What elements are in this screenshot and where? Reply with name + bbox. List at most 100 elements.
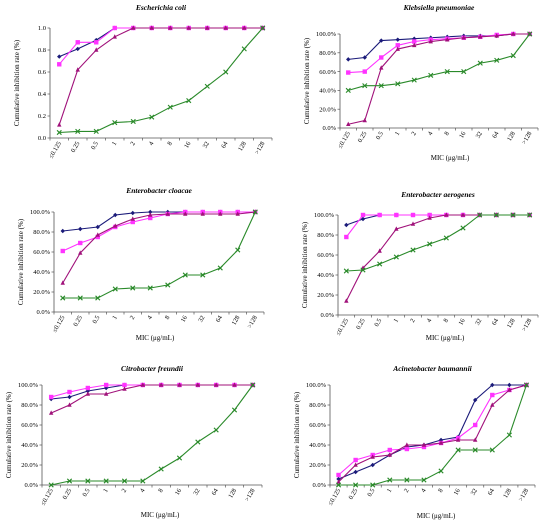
series-line [51, 384, 253, 400]
data-point [346, 121, 351, 127]
series-line [338, 384, 527, 486]
data-point [60, 228, 65, 234]
data-point [67, 389, 72, 395]
x-tick-label: 2 [129, 315, 137, 321]
data-point [345, 87, 351, 93]
data-point [242, 25, 247, 30]
data-point [94, 40, 99, 45]
data-point [428, 38, 433, 44]
series-line [59, 27, 264, 134]
data-point [510, 212, 516, 218]
data-point [387, 452, 392, 457]
data-point [177, 382, 182, 387]
data-point [421, 477, 427, 483]
data-point [200, 211, 205, 216]
y-tick-label: 80.0% [21, 402, 38, 409]
x-tick-label: 0.5 [366, 488, 376, 499]
series-1 [60, 209, 258, 234]
x-tick-label: 16 [183, 140, 193, 150]
series-line [348, 33, 530, 74]
data-point [78, 240, 83, 246]
y-tick-label: 80.0% [33, 229, 50, 236]
data-point [346, 57, 351, 62]
series-line [338, 384, 527, 476]
data-point [507, 387, 512, 392]
data-point [527, 31, 533, 37]
data-point [57, 122, 62, 127]
series-line [50, 384, 253, 414]
x-tick-label: 32 [202, 141, 211, 150]
x-tick-label: 1 [102, 488, 110, 494]
x-tick-label: 16 [180, 314, 190, 324]
data-point [493, 212, 499, 218]
data-point [103, 391, 109, 396]
y-axis-label: Cumulative inhibition rate (%) [301, 221, 309, 308]
data-point [444, 69, 450, 75]
data-point [353, 469, 358, 475]
chart-panel-5: Citrobacter freundii 0.0% 20.0% 40.0% 60.0% 8… [5, 364, 263, 519]
x-tick-label: 0.25 [355, 318, 367, 331]
data-point [378, 83, 384, 89]
series-2 [346, 31, 532, 75]
x-axis-label: MIC (μg/mL) [417, 512, 456, 520]
data-point [438, 440, 444, 445]
data-point [78, 226, 83, 232]
y-tick-label: 40.0% [21, 442, 38, 449]
data-point [387, 447, 392, 453]
series-2 [336, 382, 529, 478]
series-3 [48, 382, 256, 415]
x-tick-label: 64 [220, 140, 230, 150]
data-point [477, 212, 483, 218]
x-axis-label: MIC (μg/mL) [426, 334, 465, 342]
y-tick-label: 0.0% [320, 312, 334, 319]
x-tick-label: 16 [174, 487, 184, 497]
y-tick-label: 60.0% [317, 252, 334, 259]
data-point [394, 226, 399, 231]
x-tick-label: 4 [427, 130, 435, 137]
x-tick-label: >128 [517, 488, 530, 503]
data-point [404, 442, 410, 447]
x-tick-label: 8 [157, 488, 165, 494]
x-tick-label: 8 [164, 315, 172, 321]
data-point [75, 128, 81, 134]
data-point [379, 65, 384, 70]
data-point [182, 272, 188, 278]
data-point [507, 382, 512, 388]
x-tick-label: ≤0.125 [337, 131, 352, 150]
data-point [455, 437, 461, 442]
y-tick-label: 80.0% [309, 402, 326, 409]
y-tick-label: 0.4 [38, 91, 47, 98]
x-tick-label: 32 [192, 488, 201, 497]
y-tick-label: 100.0% [314, 212, 335, 219]
data-point [113, 223, 118, 228]
data-point [362, 69, 367, 74]
series-4 [345, 31, 533, 93]
series-line [346, 214, 530, 272]
data-point [260, 25, 266, 31]
data-point [395, 43, 400, 48]
data-point [149, 114, 155, 120]
data-point [344, 234, 349, 240]
data-point [410, 221, 416, 226]
data-point [131, 25, 136, 30]
data-point [85, 478, 91, 484]
data-point [176, 455, 183, 461]
series-line [348, 33, 531, 91]
x-tick-label: >128 [254, 141, 267, 156]
x-tick-label: 128 [237, 141, 248, 153]
data-point [427, 215, 432, 220]
data-point [336, 472, 341, 478]
data-point [67, 402, 72, 407]
data-point [412, 36, 417, 41]
data-point [494, 57, 500, 63]
data-point [346, 70, 351, 75]
x-tick-label: 2 [403, 488, 411, 494]
data-point [167, 104, 173, 110]
x-tick-label: 4 [420, 487, 428, 494]
data-point [60, 248, 65, 254]
y-tick-label: 20.0% [317, 292, 334, 299]
y-axis-label: Cumulative inhibition rate (%) [293, 391, 301, 478]
y-tick-label: 100.0% [316, 31, 337, 38]
x-tick-label: 8 [442, 318, 450, 324]
data-point [443, 235, 449, 241]
